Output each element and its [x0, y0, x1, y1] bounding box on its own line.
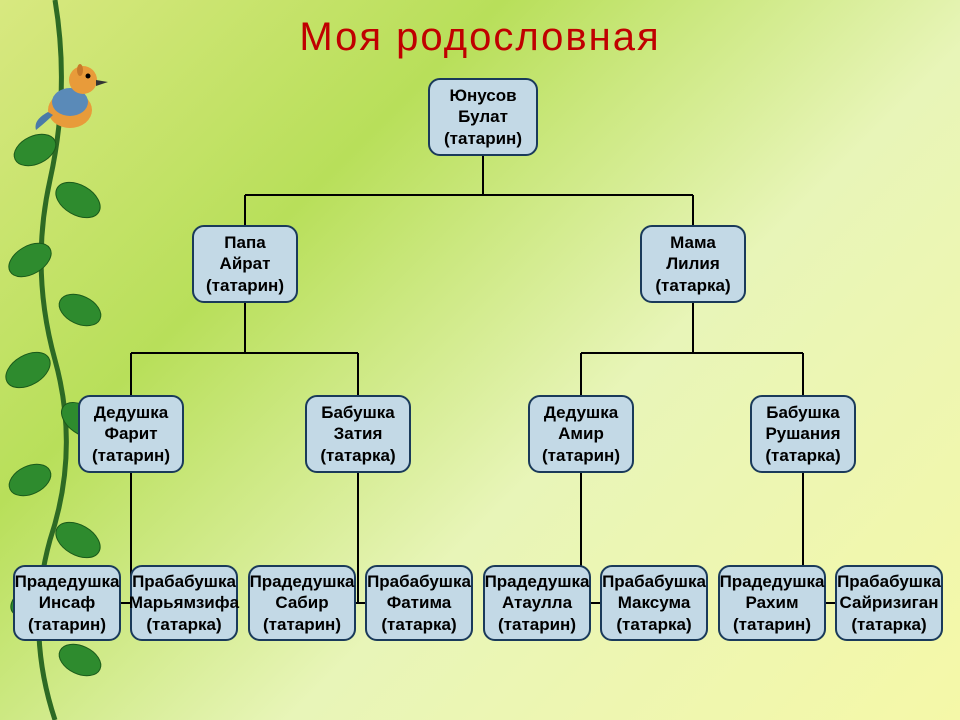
node-ggm1: ПрабабушкаМарьямзифа(татарка)	[130, 565, 238, 641]
node-ggm3: ПрабабушкаМаксума(татарка)	[600, 565, 708, 641]
node-ggm2: ПрабабушкаФатима(татарка)	[365, 565, 473, 641]
node-ggf1: ПрадедушкаИнсаф(татарин)	[13, 565, 121, 641]
family-tree: ЮнусовБулат(татарин) ПапаАйрат(татарин) Ма…	[0, 75, 960, 720]
node-mama: МамаЛилия(татарка)	[640, 225, 746, 303]
node-gf2: ДедушкаАмир(татарин)	[528, 395, 634, 473]
node-ggf3: ПрадедушкаАтаулла(татарин)	[483, 565, 591, 641]
page-title: Моя родословная	[0, 0, 960, 60]
node-root: ЮнусовБулат(татарин)	[428, 78, 538, 156]
node-gf1: ДедушкаФарит(татарин)	[78, 395, 184, 473]
node-papa: ПапаАйрат(татарин)	[192, 225, 298, 303]
node-gm2: БабушкаРушания(татарка)	[750, 395, 856, 473]
node-gm1: БабушкаЗатия(татарка)	[305, 395, 411, 473]
node-ggf4: ПрадедушкаРахим(татарин)	[718, 565, 826, 641]
node-ggf2: ПрадедушкаСабир(татарин)	[248, 565, 356, 641]
node-ggm4: ПрабабушкаСайризиган(татарка)	[835, 565, 943, 641]
